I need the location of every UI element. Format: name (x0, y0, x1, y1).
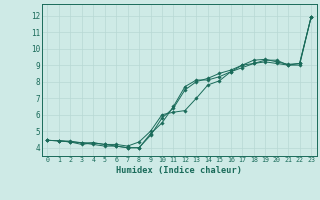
X-axis label: Humidex (Indice chaleur): Humidex (Indice chaleur) (116, 166, 242, 175)
